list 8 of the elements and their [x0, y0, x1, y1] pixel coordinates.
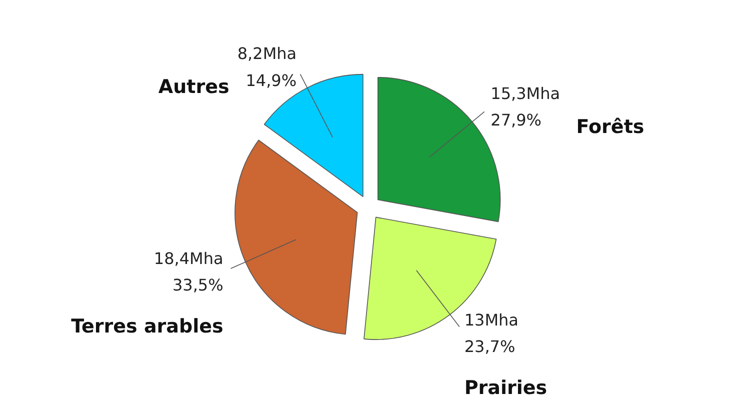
data-label: 13Mha 23,7%	[464, 310, 518, 356]
data-label: 15,3Mha 27,9%	[490, 84, 560, 130]
slice-label: Prairies	[464, 376, 548, 399]
slice-label: Autres	[158, 76, 230, 98]
slice-label: Terres arables	[71, 315, 224, 338]
data-label: 8,2Mha 14,9%	[237, 44, 297, 90]
slice-label: Forêts	[576, 116, 644, 138]
data-label: 18,4Mha 33,5%	[154, 249, 224, 295]
